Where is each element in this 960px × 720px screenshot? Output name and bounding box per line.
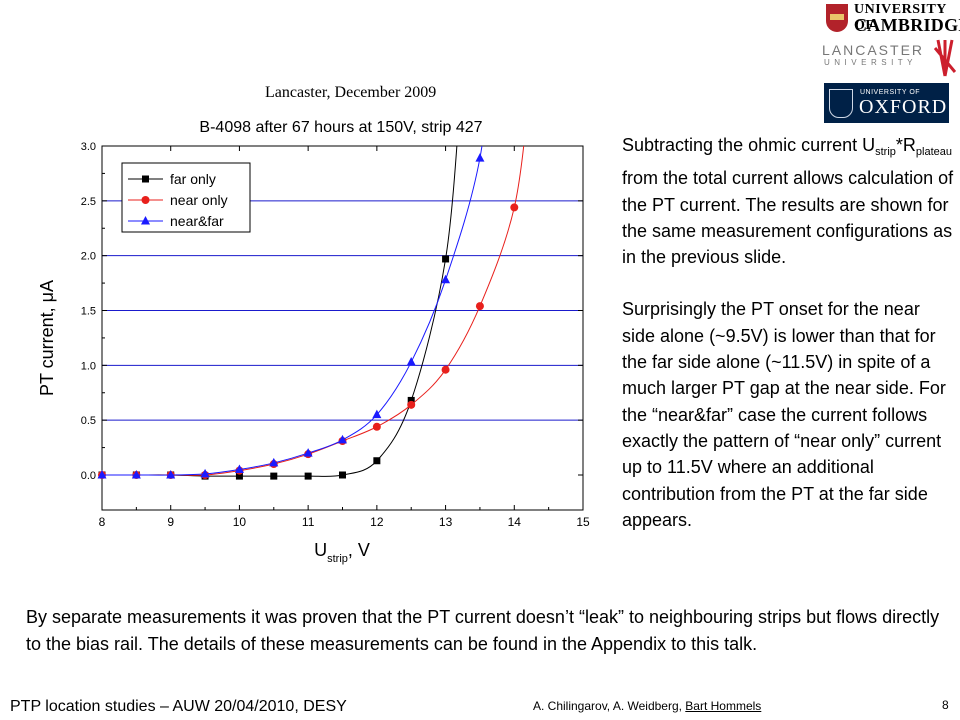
data-point (200, 468, 210, 478)
slide-number: 8 (942, 698, 949, 712)
data-point (510, 203, 519, 212)
cambridge-logo: UNIVERSITY OF CAMBRIDGE (826, 2, 960, 42)
legend-marker (141, 216, 150, 225)
legend-marker (141, 196, 150, 204)
footer-authors-plain: A. Chilingarov, A. Weidberg, (533, 699, 686, 713)
cambridge-logo-line1: UNIVERSITY OF (854, 2, 947, 33)
lancaster-logo-sub: UNIVERSITY (824, 58, 918, 67)
x-tick-label: 11 (302, 515, 315, 529)
y-axis-label: PT current, μA (37, 280, 57, 396)
p1-text-a: Subtracting the ohmic current U (622, 135, 876, 155)
grid-lines (102, 200, 583, 421)
oxford-crest-icon (829, 89, 853, 118)
data-point (166, 470, 176, 479)
y-tick-label: 0.5 (81, 415, 96, 427)
data-point (373, 457, 381, 465)
footer-author-underlined: Bart Hommels (685, 699, 762, 713)
data-point (338, 434, 347, 444)
x-tick-label: 15 (576, 515, 590, 529)
x-tick-label: 12 (370, 515, 384, 529)
oxford-logo-line1: UNIVERSITY OF (860, 89, 921, 96)
data-point (407, 400, 416, 409)
x-axis-label-sub: strip (327, 553, 348, 565)
data-point (442, 255, 450, 263)
x-tick-label: 13 (439, 515, 453, 529)
series-group (97, 146, 525, 480)
x-tick-label: 9 (167, 515, 174, 529)
data-point (97, 470, 107, 479)
legend-marker (142, 175, 149, 183)
legend-label: near only (170, 192, 228, 208)
y-tick-label: 0.0 (81, 470, 96, 482)
p1-subscript-plateau: plateau (915, 146, 953, 158)
x-axis-label: Ustrip, V (314, 540, 370, 565)
data-point (234, 464, 244, 474)
data-point (270, 472, 278, 480)
series-line (102, 146, 483, 476)
y-tick-label: 2.5 (81, 196, 96, 208)
legend-label: far only (170, 171, 216, 187)
explanation-paragraph-1: Subtracting the ohmic current Ustrip*Rpl… (622, 132, 957, 270)
data-point (475, 153, 485, 162)
cambridge-logo-line2: CAMBRIDGE (854, 15, 960, 35)
x-tick-label: 14 (508, 515, 522, 529)
data-point (304, 472, 312, 480)
explanation-text: Subtracting the ohmic current Ustrip*Rpl… (622, 132, 957, 533)
lancaster-mark-icon (934, 39, 956, 77)
data-point (303, 448, 313, 457)
x-tick-label: 10 (233, 515, 247, 529)
lancaster-logo: LANCASTER UNIVERSITY (822, 38, 956, 78)
series-line (102, 146, 525, 476)
series-near-far (97, 146, 485, 479)
y-tick-label: 2.0 (81, 251, 96, 263)
cambridge-shield-icon (826, 4, 848, 32)
data-point (269, 457, 279, 467)
data-point (339, 471, 346, 479)
header-note: Lancaster, December 2009 (265, 84, 437, 101)
p1-text-b: *R (895, 135, 916, 155)
y-tick-label: 1.5 (81, 306, 96, 318)
lancaster-logo-name: LANCASTER (822, 42, 925, 58)
footer-title: PTP location studies – AUW 20/04/2010, D… (10, 698, 347, 715)
p1-subscript-strip: strip (875, 146, 896, 158)
data-point (131, 470, 141, 479)
data-point (441, 365, 450, 374)
oxford-logo-line2: OXFORD (859, 96, 948, 118)
y-tick-label: 3.0 (81, 141, 96, 153)
series-far-only (98, 146, 458, 480)
x-axis-label-main: U (314, 540, 327, 560)
axis-ticks: 0.0 0.5 1.0 1.5 2.0 2.5 3.0 8 9 10 11 12 13 14 15 (81, 141, 590, 529)
data-point (407, 396, 415, 404)
oxford-logo: UNIVERSITY OF OXFORD (824, 83, 949, 123)
data-point (372, 409, 382, 419)
legend: far only near only near&far (121, 162, 251, 233)
x-axis-label-unit: , V (348, 540, 370, 560)
x-tick-label: 8 (99, 515, 106, 529)
p1-text-c: from the total current allows calculatio… (622, 168, 954, 268)
legend-label: near&far (170, 213, 224, 229)
data-point (235, 472, 243, 480)
data-point (372, 422, 381, 431)
bottom-paragraph: By separate measurements it was proven t… (26, 607, 940, 654)
data-point (441, 274, 451, 284)
data-point (475, 302, 484, 311)
chart-title: B-4098 after 67 hours at 150V, strip 427 (199, 119, 482, 136)
data-point (406, 357, 416, 366)
explanation-paragraph-2: Surprisingly the PT onset for the near s… (622, 299, 946, 530)
footer-authors: A. Chilingarov, A. Weidberg, Bart Hommel… (533, 699, 761, 713)
y-tick-label: 1.0 (81, 360, 96, 372)
series-line (102, 146, 458, 477)
